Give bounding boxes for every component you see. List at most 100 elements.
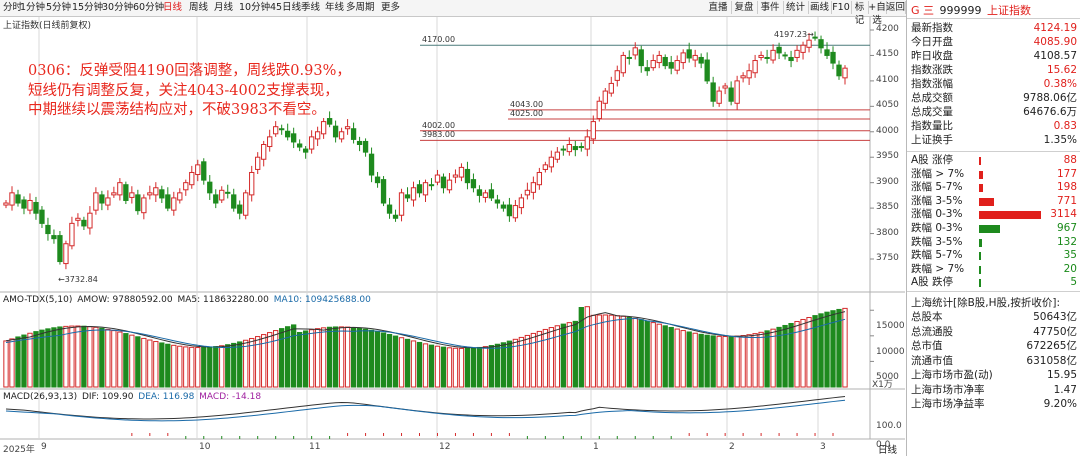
period-tab-9[interactable]: 10分钟 (239, 2, 271, 13)
candle (171, 197, 177, 211)
volume-bar (782, 324, 788, 388)
candle (147, 192, 153, 196)
volume-bar (710, 335, 716, 388)
quote-label: 昨日收盘 (911, 50, 953, 62)
quote-value: 4085.90 (1033, 36, 1077, 48)
toolbar-button-3[interactable]: 统计 (783, 1, 809, 14)
volume-bar (165, 343, 171, 388)
volume-bar (302, 330, 309, 388)
period-tab-1[interactable]: 1分钟 (20, 2, 46, 13)
candle (554, 151, 561, 160)
volume-bar (464, 347, 471, 388)
volume-bar (356, 327, 363, 388)
candle (386, 204, 393, 214)
price-tick-label: 4100 (876, 74, 899, 85)
candle (279, 128, 285, 131)
volume-bar (296, 331, 303, 388)
volume-bar (3, 340, 9, 388)
period-toolbar: 分时 1分钟 5分钟 15分钟 30分钟 60分钟 日线 周线 月线 10分钟 45日线 季线 年线 多周… (0, 0, 1080, 26)
kline-chart-svg[interactable] (0, 17, 905, 456)
quote-value: 4124.19 (1033, 22, 1077, 34)
volume-bar (536, 330, 543, 388)
period-tab-10[interactable]: 45日线 (270, 2, 302, 13)
volume-bar (788, 322, 794, 388)
toolbar-button-1[interactable]: 复盘 (731, 1, 758, 14)
stats-label: 上海市场市净率 (911, 383, 985, 396)
period-tab-2[interactable]: 5分钟 (46, 2, 72, 13)
volume-bar (123, 333, 129, 388)
stats-label: 总股本 (911, 311, 943, 323)
volume-bar (69, 325, 75, 388)
candle (620, 54, 626, 74)
candle (159, 189, 165, 199)
candle (153, 187, 159, 196)
volume-bar (506, 340, 513, 388)
candle (428, 184, 435, 187)
candle (674, 60, 680, 71)
period-tab-11[interactable]: 季线 (301, 2, 321, 13)
volume-bar (812, 315, 818, 388)
quote-row: 今日开盘 4085.90 (911, 36, 1079, 49)
stats-value: 1.47 (1053, 383, 1077, 396)
date-tick-label: 9 (41, 442, 47, 452)
breadth-label: 跌幅 > 7% (911, 262, 965, 275)
volume-bar (794, 320, 800, 388)
period-indicator: 日线 (878, 445, 898, 456)
quote-value: 0.83 (1053, 120, 1077, 132)
candle (201, 161, 207, 181)
candle (518, 197, 525, 209)
toolbar-button-4[interactable]: 画线 (808, 1, 832, 14)
quote-label: 今日开盘 (911, 36, 953, 48)
candle (728, 87, 734, 102)
candle (476, 189, 483, 196)
chart-area: 上证指数(日线前复权) 0306：反弹受阻4190回落调整，周线跌0.93%， … (0, 17, 905, 456)
candle (704, 59, 710, 82)
volume-bar (111, 330, 117, 388)
volume-bar (830, 310, 836, 388)
period-tab-12[interactable]: 年线 (325, 2, 345, 13)
candle (662, 56, 668, 67)
candle (3, 202, 9, 206)
toolbar-button-7[interactable]: +自选 (868, 1, 887, 26)
quote-label: 指数量比 (911, 120, 953, 132)
period-tab-5[interactable]: 60分钟 (133, 2, 165, 13)
candle (392, 214, 399, 219)
period-tab-6[interactable]: 日线 (163, 2, 183, 13)
candle (344, 126, 351, 130)
toolbar-button-6[interactable]: 标记 (851, 1, 869, 26)
period-tab-3[interactable]: 15分钟 (72, 2, 104, 13)
volume-bar (249, 337, 255, 388)
volume-bar (440, 346, 447, 388)
volume-bar (237, 341, 243, 388)
period-tab-14[interactable]: 更多 (381, 2, 401, 13)
toolbar-button-2[interactable]: 事件 (757, 1, 784, 14)
volume-bar (428, 344, 435, 388)
candle (644, 67, 650, 72)
breadth-value: 967 (1056, 222, 1077, 234)
period-tab-8[interactable]: 月线 (214, 2, 234, 13)
toolbar-button-8[interactable]: 返回 (886, 1, 906, 14)
quote-label: 指数涨幅 (911, 78, 953, 90)
period-tab-4[interactable]: 30分钟 (102, 2, 134, 13)
breadth-label: 跌幅 0-3% (911, 222, 963, 234)
candle (530, 182, 537, 193)
volume-bar (398, 337, 405, 388)
breadth-up-row: 涨幅 0-3% 3114 (911, 208, 1079, 221)
period-tab-0[interactable]: 分时 (3, 2, 23, 13)
volume-bar (267, 332, 273, 388)
breadth-label: A股 跌停 (911, 276, 954, 289)
period-tab-13[interactable]: 多周期 (346, 2, 375, 13)
quote-row: 昨日收盘 4108.57 (911, 50, 1079, 63)
toolbar-button-0[interactable]: 直播 (705, 1, 732, 14)
volume-bar (183, 346, 189, 388)
period-tab-7[interactable]: 周线 (189, 2, 209, 13)
quote-label: 指数涨跌 (911, 64, 953, 76)
price-tick-label: 3900 (876, 176, 899, 187)
volume-bar (135, 336, 141, 388)
candle (117, 182, 123, 196)
volume-bar (494, 343, 501, 388)
volume-bar (392, 335, 399, 388)
toolbar-button-5[interactable]: F10 (831, 1, 852, 14)
volume-bar (746, 334, 752, 388)
volume-bar (458, 347, 465, 388)
